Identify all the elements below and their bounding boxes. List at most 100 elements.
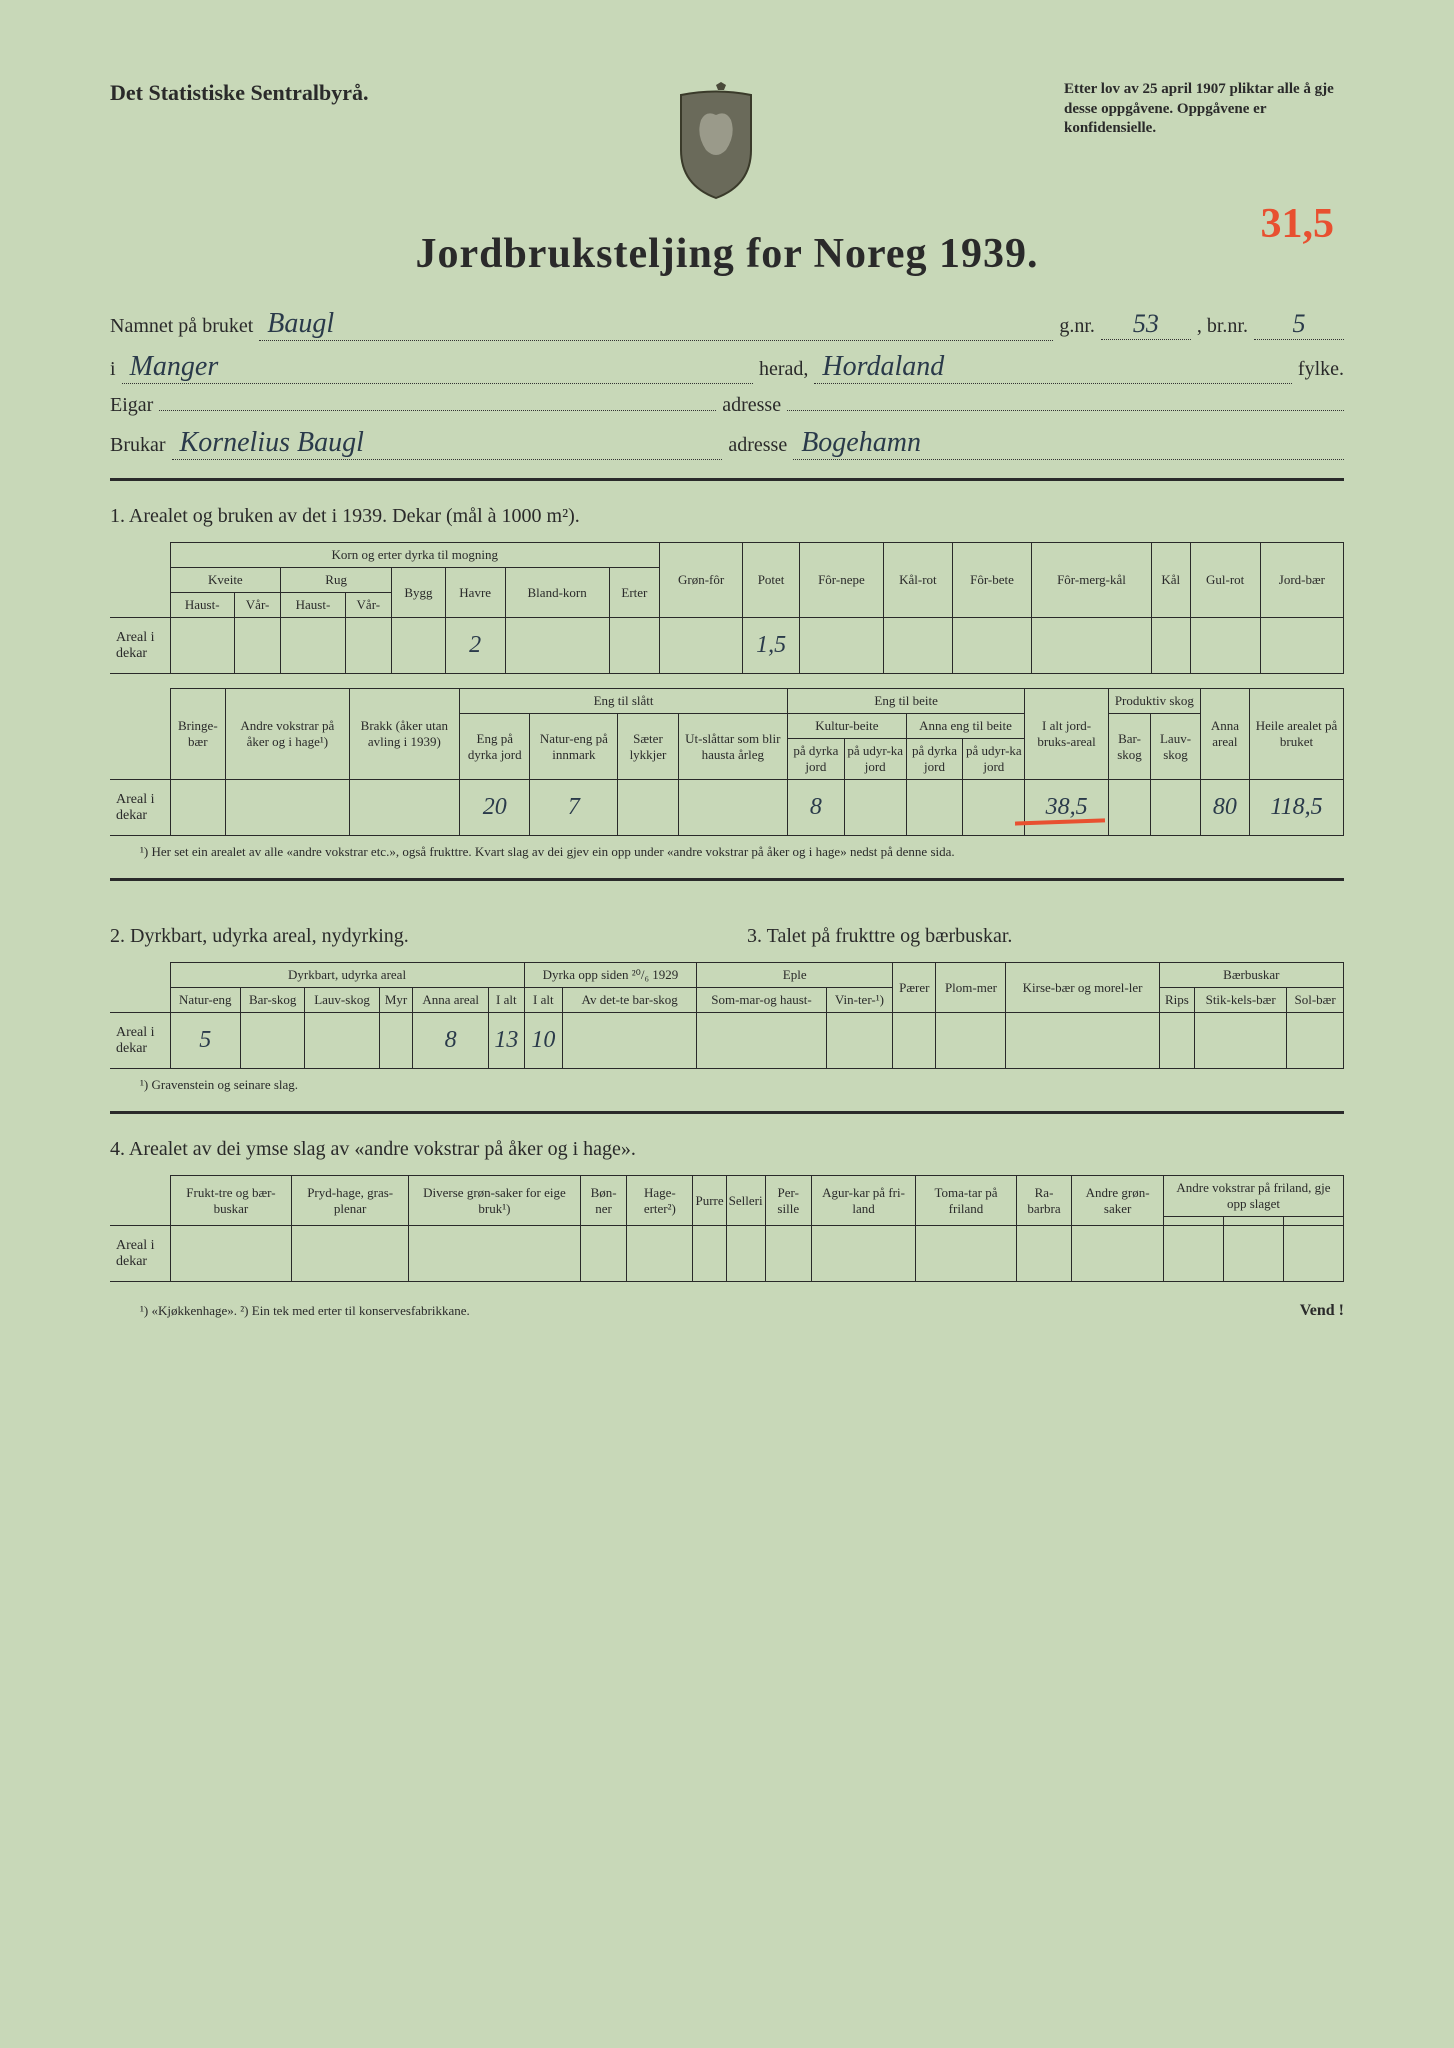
law-notice: Etter lov av 25 april 1907 pliktar alle …	[1064, 80, 1344, 139]
t2-val-heile: 118,5	[1249, 780, 1343, 836]
s4-frukttre: Frukt-tre og bær-buskar	[170, 1176, 292, 1226]
t2-eng-dyrka: Eng på dyrka jord	[460, 714, 530, 780]
t1-val-havre: 2	[445, 618, 505, 674]
t1-kalrot: Kål-rot	[883, 543, 952, 618]
t2-ae-udyrka: på udyr-ka jord	[963, 739, 1025, 780]
t2-anna-eng-beite: Anna eng til beite	[906, 714, 1025, 739]
fylke-value: Hordaland	[814, 351, 1292, 384]
s2-ialt2: I alt	[524, 988, 562, 1013]
eigar-adr-value	[787, 410, 1344, 411]
t2-lauvskog: Lauv-skog	[1151, 714, 1201, 780]
red-annotation-top: 31,5	[1261, 200, 1335, 248]
divider2	[110, 878, 1344, 881]
t2-eng-beite: Eng til beite	[788, 689, 1025, 714]
t1-rowlabel: Areal i dekar	[110, 618, 170, 674]
s2-rowlabel: Areal i dekar	[110, 1013, 170, 1069]
t2-andre-vokstrar: Andre vokstrar på åker og i hage¹)	[226, 689, 349, 780]
s4-diverse: Diverse grøn-saker for eige bruk¹)	[408, 1176, 580, 1226]
s2-lauvskog: Lauv-skog	[305, 988, 379, 1013]
s4-tomatar: Toma-tar på friland	[916, 1176, 1017, 1226]
table4: Frukt-tre og bær-buskar Pryd-hage, gras-…	[110, 1175, 1344, 1282]
s4-andre-gron: Andre grøn-saker	[1072, 1176, 1164, 1226]
t2-val-kultur-dyrka: 8	[788, 780, 845, 836]
brukar-value: Kornelius Baugl	[172, 427, 723, 460]
s4-selleri: Selleri	[726, 1176, 765, 1226]
t1-formergkal: Fôr-merg-kål	[1032, 543, 1152, 618]
vend-instruction: Vend !	[1300, 1302, 1344, 1320]
form-line-eigar: Eigar adresse	[110, 394, 1344, 417]
t1-havre: Havre	[445, 568, 505, 618]
table1a: Korn og erter dyrka til mogning Grøn-fôr…	[110, 542, 1344, 674]
brukar-adr-label: adresse	[728, 434, 787, 457]
t2-val-natureng: 7	[530, 780, 618, 836]
s3-baerbuskar: Bærbuskar	[1159, 963, 1343, 988]
s2-myr: Myr	[379, 988, 413, 1013]
eigar-value	[159, 410, 716, 411]
table23: Dyrkbart, udyrka areal Dyrka opp siden ²…	[110, 962, 1344, 1069]
herad-value: Manger	[122, 351, 753, 384]
coat-of-arms-emblem	[671, 80, 761, 200]
s3-sommar: Som-mar-og haust-	[697, 988, 826, 1013]
gnr-value: 53	[1101, 309, 1191, 340]
t2-utslattar: Ut-slåttar som blir hausta årleg	[678, 714, 787, 780]
t2-bringebaer: Bringe-bær	[170, 689, 226, 780]
t1-gronfor: Grøn-fôr	[660, 543, 743, 618]
s3-plommer: Plom-mer	[936, 963, 1006, 1013]
table1b: Bringe-bær Andre vokstrar på åker og i h…	[110, 688, 1344, 836]
t1-korn-hdr: Korn og erter dyrka til mogning	[170, 543, 660, 568]
t1-kv-var: Vår-	[234, 593, 280, 618]
t2-ialt-jord: I alt jord-bruks-areal	[1025, 689, 1109, 780]
t1-kveite: Kveite	[170, 568, 281, 593]
form-line-bruket: Namnet på bruket Baugl g.nr. 53 , br.nr.…	[110, 308, 1344, 341]
t1-val-potet: 1,5	[743, 618, 800, 674]
t2-kulturbeite: Kultur-beite	[788, 714, 907, 739]
section1-title: 1. Arealet og bruken av det i 1939. Deka…	[110, 505, 1344, 528]
form-line-herad: i Manger herad, Hordaland fylke.	[110, 351, 1344, 384]
eigar-label: Eigar	[110, 394, 153, 417]
brnr-label: , br.nr.	[1197, 315, 1248, 338]
t2-saeter: Sæter lykkjer	[618, 714, 678, 780]
brnr-value: 5	[1254, 309, 1344, 340]
t2-val-anna: 80	[1200, 780, 1249, 836]
t1-gulrot: Gul-rot	[1190, 543, 1260, 618]
divider	[110, 478, 1344, 481]
s3-eple: Eple	[697, 963, 893, 988]
herad-label: herad,	[759, 358, 808, 381]
s3-paerer: Pærer	[893, 963, 936, 1013]
t2-kb-udyrka: på udyr-ka jord	[844, 739, 906, 780]
page-title: Jordbruksteljing for Noreg 1939.	[110, 230, 1344, 278]
brukar-label: Brukar	[110, 434, 166, 457]
t2-val-ialt: 38,5	[1025, 780, 1109, 836]
t2-barskog: Bar-skog	[1108, 714, 1150, 780]
t2-heile: Heile arealet på bruket	[1249, 689, 1343, 780]
s3-stikkels: Stik-kels-bær	[1195, 988, 1287, 1013]
s2-barskog: Bar-skog	[241, 988, 305, 1013]
divider3	[110, 1111, 1344, 1114]
t1-rug-var: Vår-	[345, 593, 391, 618]
s3-vinter: Vin-ter-¹)	[826, 988, 892, 1013]
s2-avdet: Av det-te bar-skog	[563, 988, 697, 1013]
t1-kv-haust: Haust-	[170, 593, 234, 618]
s3-kirsebaer: Kirse-bær og morel-ler	[1006, 963, 1159, 1013]
t1-kal: Kål	[1151, 543, 1190, 618]
s3-solbaer: Sol-bær	[1287, 988, 1344, 1013]
s2-val-natureng: 5	[170, 1013, 241, 1069]
t1-rug: Rug	[281, 568, 392, 593]
s1-footnote: ¹) Her set ein arealet av alle «andre vo…	[140, 844, 1344, 860]
t1-potet: Potet	[743, 543, 800, 618]
eigar-adr-label: adresse	[722, 394, 781, 417]
s2-natureng: Natur-eng	[170, 988, 241, 1013]
s2-dyrka-opp: Dyrka opp siden ²⁰/₆ 1929	[524, 963, 697, 988]
form-line-brukar: Brukar Kornelius Baugl adresse Bogehamn	[110, 427, 1344, 460]
section2-title: 2. Dyrkbart, udyrka areal, nydyrking.	[110, 925, 707, 948]
brukar-adr-value: Bogehamn	[793, 427, 1344, 460]
s4-agurkar: Agur-kar på fri-land	[811, 1176, 915, 1226]
t1-fornepe: Fôr-nepe	[799, 543, 883, 618]
s4-rabarbra: Ra-barbra	[1016, 1176, 1071, 1226]
s2-val-dopialt: 10	[524, 1013, 562, 1069]
s4-andre-friland: Andre vokstrar på friland, gje opp slage…	[1164, 1176, 1344, 1217]
s4-persille: Per-sille	[765, 1176, 811, 1226]
t1-bygg: Bygg	[392, 568, 446, 618]
s2-val-anna: 8	[413, 1013, 489, 1069]
s4-rowlabel: Areal i dekar	[110, 1226, 170, 1282]
